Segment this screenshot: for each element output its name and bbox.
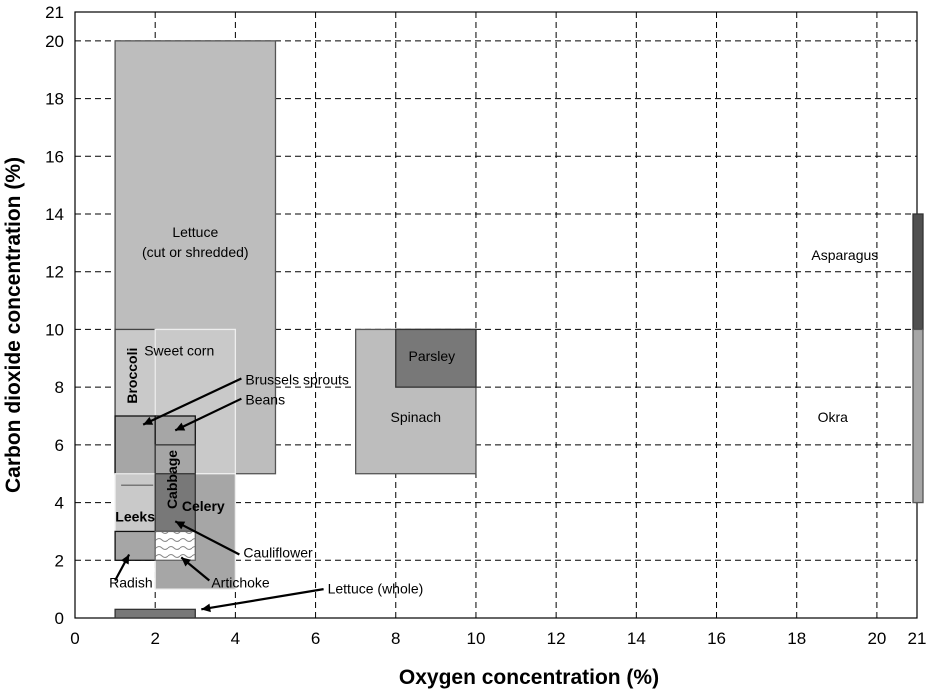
region-labels: Lettuce (cut or shredded) Broccoli Sweet co…: [109, 224, 878, 596]
x-tick-label: 20: [867, 629, 886, 648]
label-beans: Beans: [245, 391, 285, 407]
region-radish: [114, 530, 156, 561]
label-radish: Radish: [109, 575, 153, 591]
x-tick-label: 6: [311, 629, 320, 648]
arrow-cauliflower: [174, 520, 240, 556]
label-celery: Celery: [182, 498, 225, 514]
x-tick-label: 21: [908, 629, 927, 648]
label-cabbage: Cabbage: [164, 450, 180, 509]
x-axis-title: Oxygen concentration (%): [399, 666, 659, 689]
arrowhead-beans: [175, 422, 186, 431]
y-tick-label: 12: [45, 263, 64, 282]
region-artichoke: [154, 530, 196, 561]
label-sweet_corn: Sweet corn: [144, 342, 214, 358]
y-tick-label: 4: [55, 494, 64, 513]
arrowhead-lettuce_whole: [201, 603, 211, 613]
x-tick-label: 4: [231, 629, 240, 648]
y-tick-label: 2: [55, 551, 64, 570]
label-parsley: Parsley: [409, 348, 456, 364]
x-tick-label: 12: [547, 629, 566, 648]
y-tick-label: 0: [55, 609, 64, 628]
label-cauliflower: Cauliflower: [243, 544, 313, 560]
arrowhead-artichoke: [181, 557, 191, 567]
label-artichoke: Artichoke: [211, 575, 270, 591]
region-okra: [912, 328, 924, 504]
y-tick-label: 18: [45, 90, 64, 109]
y-tick-label: 8: [55, 378, 64, 397]
x-tick-label: 10: [466, 629, 485, 648]
label-broccoli: Broccoli: [124, 348, 140, 404]
y-axis-title: Carbon dioxide concentration (%): [2, 157, 25, 493]
x-tick-label: 16: [707, 629, 726, 648]
tick-labels: 0 2 4 6 8 10 12 14 16 18 20 21 0 2 4 6 8 10 12 14 16 18 20 21: [45, 3, 926, 648]
label-brussels_sprouts: Brussels sprouts: [245, 371, 348, 387]
x-tick-label: 2: [150, 629, 159, 648]
y-tick-label: 14: [45, 205, 64, 224]
x-tick-label: 14: [627, 629, 646, 648]
region-leeks: [114, 473, 156, 533]
y-tick-label: 6: [55, 436, 64, 455]
x-tick-label: 18: [787, 629, 806, 648]
regions: [114, 40, 924, 619]
y-tick-label: 16: [45, 147, 64, 166]
region-lettuce_whole: [114, 608, 196, 619]
y-tick-label: 10: [45, 320, 64, 339]
region-parsley: [395, 328, 477, 388]
arrows: [114, 377, 324, 613]
label-spinach: Spinach: [391, 409, 442, 425]
arrow-beans: [174, 397, 242, 432]
arrowhead-cauliflower: [175, 521, 186, 530]
x-tick-label: 8: [391, 629, 400, 648]
arrowhead-brussels_sprouts: [143, 416, 154, 425]
label-lettuce_cut: Lettuce (cut or shredded): [142, 224, 249, 260]
label-leeks: Leeks: [115, 508, 155, 524]
label-okra: Okra: [818, 409, 849, 425]
x-tick-label: 0: [70, 629, 79, 648]
region-asparagus: [912, 213, 924, 331]
label-asparagus: Asparagus: [811, 247, 878, 263]
arrow-lettuce_whole: [201, 588, 324, 611]
arrow-brussels_sprouts: [142, 377, 242, 426]
y-tick-label: 21: [45, 3, 64, 22]
y-tick-label: 20: [45, 32, 64, 51]
arrowhead-radish: [121, 554, 130, 565]
label-lettuce_whole: Lettuce (whole): [328, 580, 424, 596]
